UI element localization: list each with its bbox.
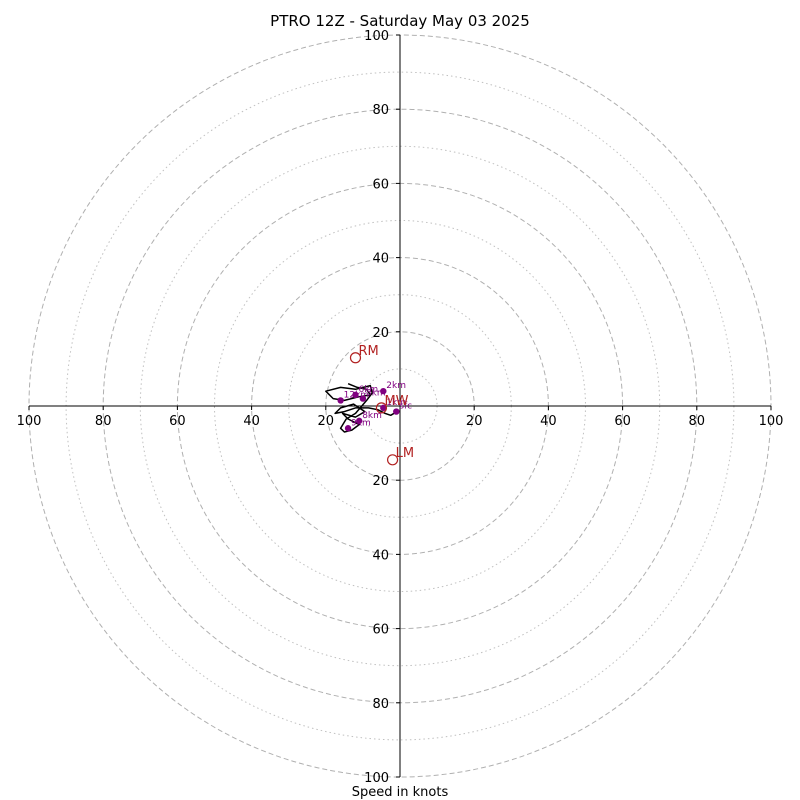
- x-tick-label: 60: [614, 414, 631, 429]
- height-point-6km: [352, 391, 359, 399]
- x-tick-label: 40: [540, 414, 557, 429]
- y-tick-label: 60: [372, 623, 389, 638]
- height-label-2km: 2km: [386, 381, 406, 391]
- x-tick-label: 80: [95, 414, 112, 429]
- x-axis-label: Speed in knots: [352, 785, 449, 800]
- x-tick-label: 100: [17, 414, 42, 429]
- x-tick-label: 80: [689, 414, 706, 429]
- tick-labels: 100 100 80 80 60 60 40 40 20 20 20 20 40 40 60 60 80 80 10…: [17, 29, 784, 786]
- y-tick-label: 80: [372, 697, 389, 712]
- storm-motion-marker-lm: [386, 454, 399, 466]
- y-tick-label: 40: [372, 548, 389, 563]
- height-label-9km: 9km: [351, 418, 371, 428]
- x-tick-label: 40: [243, 414, 260, 429]
- y-tick-label: 20: [372, 326, 389, 341]
- height-label-sfc: sfc: [399, 402, 412, 412]
- height-point-3km: [359, 395, 367, 402]
- height-label-12km: 12km: [344, 390, 369, 400]
- storm-motion-marker-mw: [375, 402, 388, 414]
- y-tick-label: 60: [372, 177, 389, 192]
- x-tick-label: 60: [169, 414, 186, 429]
- x-tick-label: 20: [318, 414, 335, 429]
- y-tick-label: 20: [372, 474, 389, 489]
- height-label-6km: 6km: [358, 385, 378, 395]
- height-point-8km: [355, 417, 363, 425]
- height-point-9km: [344, 425, 352, 432]
- height-point-sfc: [393, 408, 400, 415]
- storm-motion-label-rm: RM: [358, 344, 378, 359]
- chart-title: PTRO 12Z - Saturday May 03 2025: [270, 12, 530, 30]
- storm-motion-label-lm: LM: [396, 446, 414, 461]
- y-tick-label: 40: [372, 252, 389, 267]
- height-point-1km: [380, 404, 387, 412]
- x-tick-label: 100: [759, 414, 784, 429]
- height-point-2km: [380, 387, 387, 395]
- storm-motion-markers: RM LM MW: [349, 344, 414, 466]
- storm-motion-label-mw: MW: [384, 394, 408, 409]
- height-label-1km: 1km: [386, 398, 406, 408]
- x-tick-label: 20: [466, 414, 483, 429]
- y-tick-label: 100: [364, 771, 389, 786]
- axes: [29, 35, 771, 777]
- y-tick-label: 80: [372, 103, 389, 118]
- y-tick-label: 100: [364, 29, 389, 44]
- height-point-12km: [337, 397, 344, 404]
- height-label-8km: 8km: [362, 411, 382, 421]
- height-label-3km: 3km: [366, 389, 386, 399]
- storm-motion-marker-rm: [349, 352, 362, 364]
